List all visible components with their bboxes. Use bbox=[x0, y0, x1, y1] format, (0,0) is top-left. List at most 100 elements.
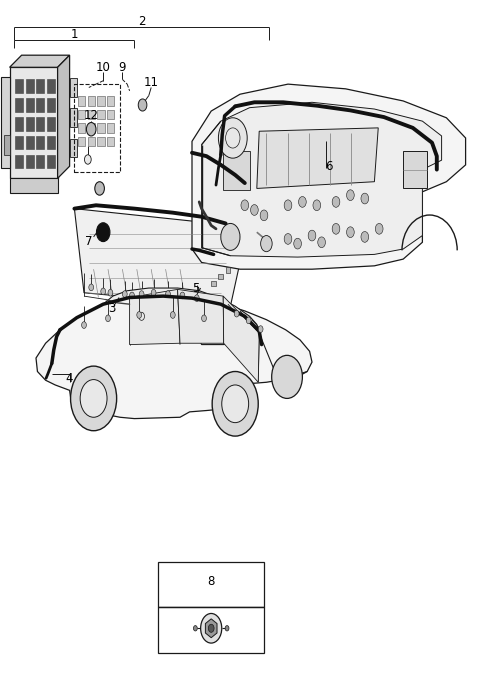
Circle shape bbox=[194, 295, 199, 302]
Bar bbox=[78, 137, 85, 146]
Polygon shape bbox=[257, 128, 378, 188]
Polygon shape bbox=[10, 55, 70, 67]
Circle shape bbox=[284, 200, 292, 211]
Circle shape bbox=[208, 625, 214, 633]
Bar bbox=[36, 155, 44, 168]
Bar bbox=[70, 139, 77, 157]
Circle shape bbox=[170, 312, 175, 318]
Polygon shape bbox=[202, 102, 442, 257]
Circle shape bbox=[221, 223, 240, 250]
Bar bbox=[78, 96, 85, 106]
Circle shape bbox=[130, 292, 134, 299]
Bar bbox=[36, 117, 44, 131]
Circle shape bbox=[151, 289, 156, 296]
Text: 5: 5 bbox=[192, 281, 200, 295]
Bar bbox=[107, 123, 114, 133]
Text: 8: 8 bbox=[207, 575, 215, 588]
Circle shape bbox=[71, 366, 117, 431]
Circle shape bbox=[222, 385, 249, 423]
Bar bbox=[97, 123, 105, 133]
Circle shape bbox=[202, 315, 206, 322]
Bar bbox=[88, 96, 95, 106]
Circle shape bbox=[234, 310, 239, 317]
Bar bbox=[97, 110, 105, 119]
Circle shape bbox=[375, 223, 383, 234]
Bar bbox=[26, 136, 34, 149]
Circle shape bbox=[225, 626, 229, 631]
Bar bbox=[107, 137, 114, 146]
Circle shape bbox=[139, 291, 144, 297]
Bar bbox=[211, 281, 216, 286]
Text: 1: 1 bbox=[71, 28, 78, 41]
Bar bbox=[70, 78, 77, 97]
Bar bbox=[218, 274, 223, 279]
Polygon shape bbox=[1, 77, 10, 168]
Circle shape bbox=[86, 122, 96, 136]
Bar bbox=[47, 136, 55, 149]
Bar bbox=[15, 155, 23, 168]
Bar bbox=[26, 155, 34, 168]
Bar bbox=[88, 123, 95, 133]
Text: 6: 6 bbox=[325, 160, 333, 174]
Bar bbox=[78, 123, 85, 133]
Bar bbox=[36, 98, 44, 112]
Circle shape bbox=[138, 99, 147, 111]
Circle shape bbox=[332, 197, 340, 207]
Circle shape bbox=[95, 182, 105, 195]
Bar bbox=[226, 267, 230, 273]
Bar bbox=[26, 98, 34, 112]
Circle shape bbox=[106, 315, 110, 322]
Polygon shape bbox=[58, 55, 70, 178]
Circle shape bbox=[96, 223, 110, 242]
Circle shape bbox=[218, 118, 247, 158]
Bar bbox=[36, 136, 44, 149]
Bar bbox=[36, 79, 44, 93]
Text: 10: 10 bbox=[96, 61, 110, 74]
Text: 3: 3 bbox=[108, 302, 115, 315]
Text: 4: 4 bbox=[66, 371, 73, 385]
Polygon shape bbox=[205, 619, 217, 638]
Circle shape bbox=[260, 210, 268, 221]
Bar bbox=[74, 84, 120, 172]
Polygon shape bbox=[74, 209, 240, 306]
Circle shape bbox=[166, 291, 170, 297]
Circle shape bbox=[180, 292, 185, 299]
Bar bbox=[47, 79, 55, 93]
Bar bbox=[88, 110, 95, 119]
Polygon shape bbox=[36, 295, 312, 419]
Bar bbox=[47, 117, 55, 131]
Circle shape bbox=[193, 626, 197, 631]
Circle shape bbox=[246, 317, 251, 324]
Circle shape bbox=[80, 380, 107, 417]
Circle shape bbox=[272, 355, 302, 398]
Circle shape bbox=[122, 291, 127, 297]
Circle shape bbox=[261, 236, 272, 252]
Circle shape bbox=[226, 128, 240, 148]
Text: 9: 9 bbox=[119, 61, 126, 74]
Circle shape bbox=[201, 614, 222, 643]
Circle shape bbox=[108, 289, 113, 296]
Polygon shape bbox=[178, 289, 224, 343]
Text: 2: 2 bbox=[138, 15, 145, 28]
Polygon shape bbox=[103, 288, 259, 345]
Circle shape bbox=[299, 197, 306, 207]
Bar bbox=[70, 108, 77, 127]
Bar bbox=[47, 98, 55, 112]
Circle shape bbox=[361, 193, 369, 204]
Bar bbox=[403, 151, 427, 188]
Circle shape bbox=[284, 234, 292, 244]
Bar bbox=[15, 79, 23, 93]
Circle shape bbox=[332, 223, 340, 234]
Bar bbox=[15, 117, 23, 131]
Bar bbox=[97, 137, 105, 146]
Circle shape bbox=[347, 190, 354, 201]
Circle shape bbox=[313, 200, 321, 211]
Polygon shape bbox=[130, 289, 180, 345]
Circle shape bbox=[258, 326, 263, 332]
Circle shape bbox=[294, 238, 301, 249]
Circle shape bbox=[101, 288, 106, 295]
Bar bbox=[107, 110, 114, 119]
Bar bbox=[107, 96, 114, 106]
Bar bbox=[223, 151, 250, 190]
Circle shape bbox=[212, 371, 258, 436]
